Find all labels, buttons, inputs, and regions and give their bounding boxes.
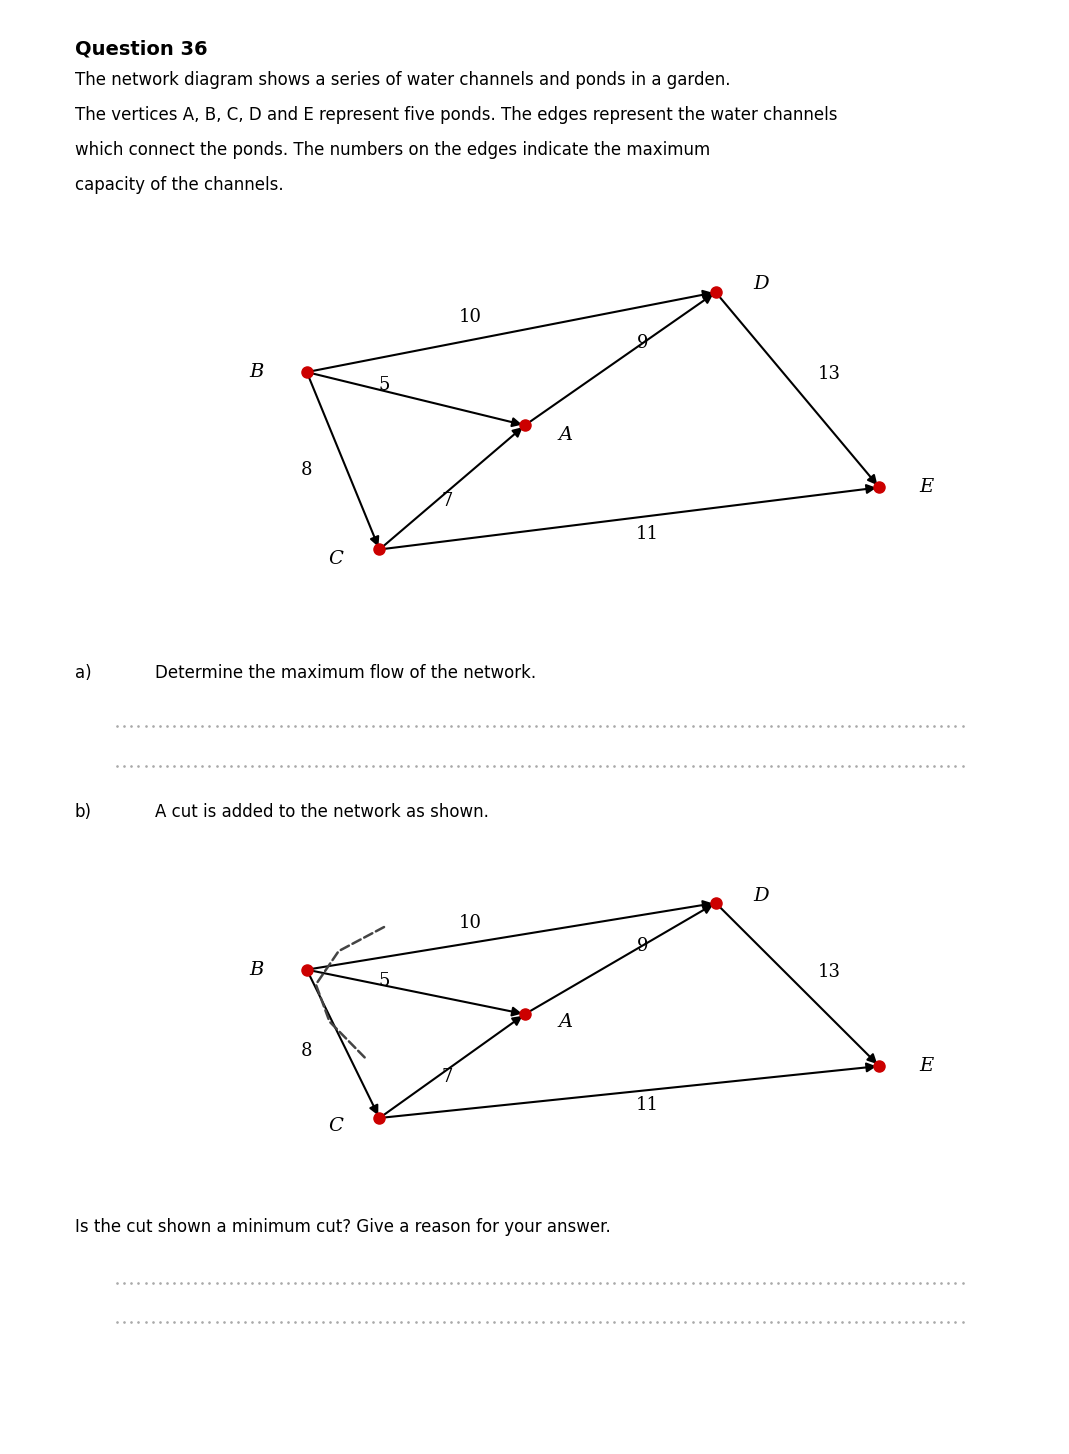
Text: C: C: [328, 550, 343, 569]
Text: 9: 9: [637, 936, 649, 955]
Text: D: D: [754, 275, 769, 294]
Text: 13: 13: [818, 365, 841, 384]
Text: Is the cut shown a minimum cut? Give a reason for your answer.: Is the cut shown a minimum cut? Give a r…: [75, 1218, 610, 1236]
Text: 13: 13: [818, 963, 841, 980]
Text: b): b): [75, 803, 92, 820]
Text: The network diagram shows a series of water channels and ponds in a garden.: The network diagram shows a series of wa…: [75, 71, 730, 89]
Text: Determine the maximum flow of the network.: Determine the maximum flow of the networ…: [155, 664, 537, 682]
Text: 9: 9: [637, 334, 649, 352]
Text: 10: 10: [459, 308, 482, 326]
Text: A: A: [559, 426, 573, 443]
Text: B: B: [250, 961, 264, 979]
Text: 7: 7: [441, 491, 453, 510]
Text: a): a): [75, 664, 92, 682]
Text: 8: 8: [301, 1043, 312, 1060]
Text: Question 36: Question 36: [75, 39, 207, 58]
Text: 11: 11: [636, 1096, 660, 1114]
Text: 7: 7: [441, 1069, 453, 1086]
Text: 10: 10: [459, 915, 482, 932]
Text: capacity of the channels.: capacity of the channels.: [75, 176, 283, 193]
Text: A cut is added to the network as shown.: A cut is added to the network as shown.: [155, 803, 489, 820]
Text: E: E: [919, 478, 933, 496]
Text: which connect the ponds. The numbers on the edges indicate the maximum: which connect the ponds. The numbers on …: [75, 141, 710, 158]
Text: C: C: [328, 1117, 343, 1136]
Text: 8: 8: [301, 461, 312, 478]
Text: E: E: [919, 1057, 933, 1075]
Text: 11: 11: [636, 525, 660, 542]
Text: 5: 5: [378, 377, 390, 394]
Text: The vertices A, B, C, D and E represent five ponds. The edges represent the wate: The vertices A, B, C, D and E represent …: [75, 106, 837, 124]
Text: 5: 5: [378, 971, 390, 990]
Text: A: A: [559, 1013, 573, 1031]
Text: D: D: [754, 887, 769, 906]
Text: B: B: [250, 364, 264, 381]
